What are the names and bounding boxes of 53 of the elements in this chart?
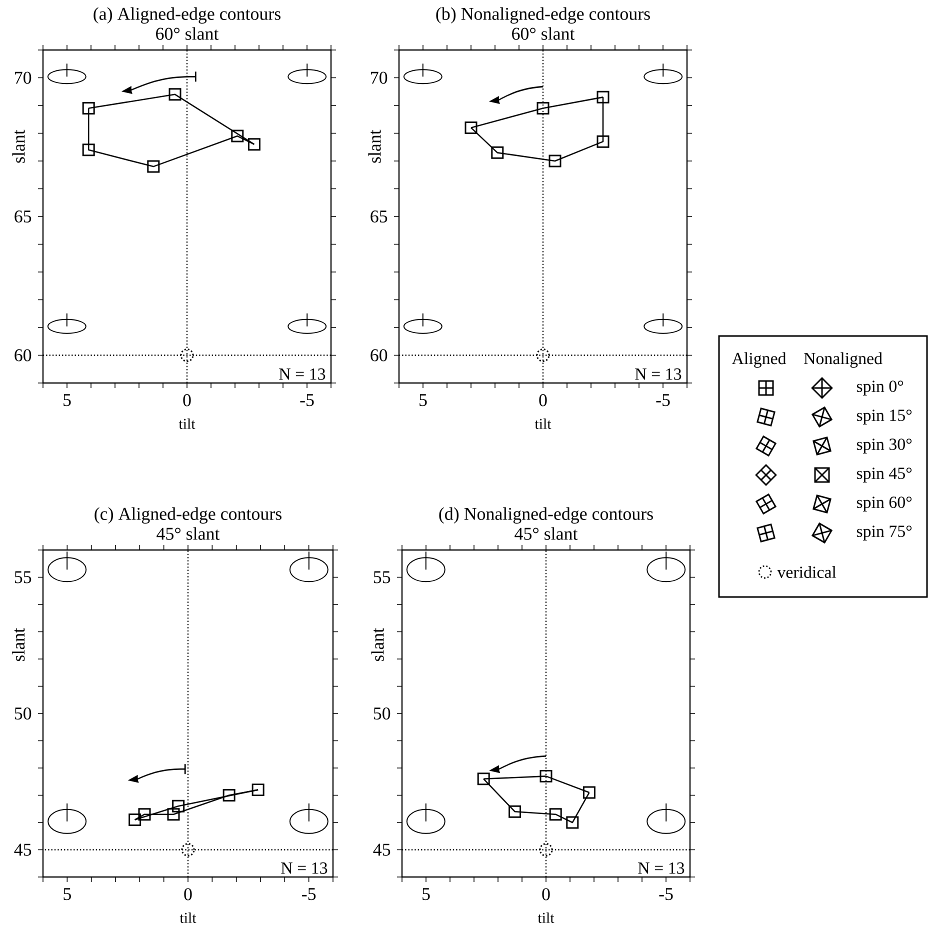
x-tick-label: -5: [300, 394, 314, 406]
y-tick-label: 55: [374, 571, 390, 584]
y-tick-label: 45: [373, 844, 390, 856]
x-tick-label: 0: [183, 394, 191, 406]
x-tick-label: 0: [184, 888, 192, 900]
chart-title: (b) Nonaligned-edge contours: [436, 7, 650, 24]
category-label: spin 0°: [856, 380, 904, 396]
chart-subtitle: 60° slant: [156, 27, 219, 40]
text: Nonaligned: [804, 352, 882, 368]
category-label: spin 15°: [856, 410, 912, 424]
y-tick-label: 50: [374, 707, 390, 720]
y-tick-label: 70: [371, 72, 388, 84]
y-tick-label: 55: [14, 571, 32, 584]
category-label: spin 60°: [856, 496, 912, 512]
chart-subtitle: 45° slant: [156, 527, 220, 540]
y-tick-label: 65: [14, 210, 32, 223]
text: veridical: [777, 566, 836, 578]
y-tick-label: 65: [370, 210, 388, 223]
category-label: spin 75°: [856, 526, 912, 540]
annotation: N = 13: [281, 862, 328, 874]
y-axis-title: slant: [368, 130, 381, 163]
y-axis-title: slant: [371, 628, 384, 662]
x-axis-title: tilt: [538, 912, 554, 923]
y-axis-title: slant: [12, 628, 25, 662]
x-tick-label: 5: [422, 888, 430, 900]
chart-title: (a) Aligned-edge contours: [94, 7, 280, 24]
chart-subtitle: 60° slant: [512, 27, 575, 40]
chart-subtitle: 45° slant: [514, 527, 578, 540]
x-tick-label: 5: [64, 394, 71, 406]
x-tick-label: 5: [64, 888, 71, 900]
y-tick-label: 70: [15, 72, 32, 84]
x-tick-label: -5: [302, 888, 316, 900]
x-tick-label: 0: [539, 394, 547, 406]
x-tick-label: -5: [656, 394, 670, 406]
x-tick-label: 5: [420, 394, 427, 406]
category-label: spin 45°: [856, 468, 912, 482]
annotation: N = 13: [279, 368, 326, 380]
annotation: N = 13: [638, 862, 684, 874]
chart-title: (c) Aligned-edge contours: [94, 507, 282, 524]
x-axis-title: tilt: [534, 418, 552, 429]
x-tick-label: 0: [542, 888, 550, 900]
x-axis-title: tilt: [178, 418, 196, 429]
annotation: N = 13: [635, 368, 682, 380]
y-tick-label: 60: [370, 349, 388, 362]
x-axis-title: tilt: [180, 912, 196, 923]
category-label: spin 30°: [856, 438, 912, 454]
text: Aligned: [732, 352, 786, 368]
y-tick-label: 50: [14, 707, 32, 720]
y-tick-label: 45: [14, 844, 32, 856]
x-tick-label: -5: [659, 888, 673, 900]
y-axis-title: slant: [12, 130, 25, 163]
chart-title: (d) Nonaligned-edge contours: [439, 507, 653, 524]
y-tick-label: 60: [14, 349, 32, 362]
